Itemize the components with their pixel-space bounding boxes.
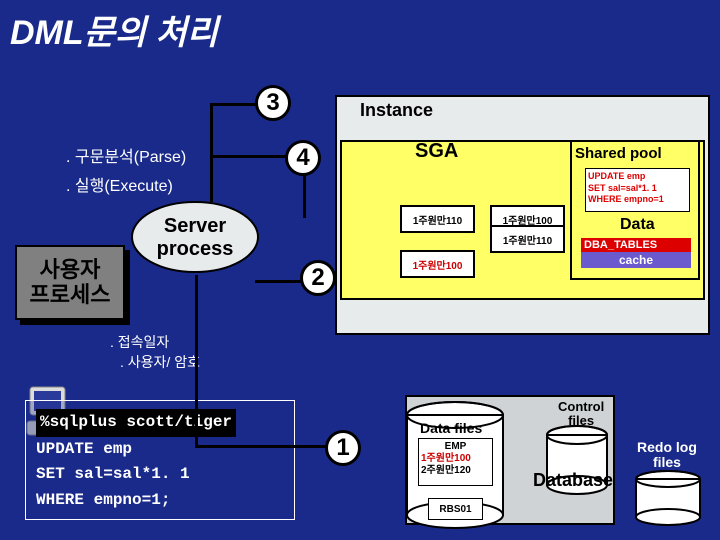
step-execute: . 실행(Execute) (66, 172, 173, 196)
database-label: Database (533, 470, 613, 491)
rbs-box: RBS01 (428, 498, 483, 520)
step-circle-2: 2 (300, 260, 336, 296)
sql-l1: %sqlplus scott/tiger (36, 409, 236, 437)
step-parse: . 구문분석(Parse) (66, 143, 186, 167)
sp-sql-l1: UPDATE emp (588, 171, 687, 183)
sql-l4: WHERE empno=1; (36, 491, 170, 509)
buffer-1: 1주원만110 (400, 205, 475, 233)
step-circle-3: 3 (255, 85, 291, 121)
sql-l2: UPDATE emp (36, 440, 132, 458)
emp-title: EMP (421, 441, 490, 453)
page-title: DML문의 처리 (10, 5, 218, 54)
user-process: 사용자 프로세스 (15, 245, 125, 320)
datafiles-label: Data files (420, 420, 482, 436)
user-process-label: 사용자 프로세스 (30, 258, 111, 306)
dba-tables-label: DBA_TABLES (581, 238, 691, 252)
redolog-cylinder-icon (634, 470, 704, 530)
sql-command-box: %sqlplus scott/tiger UPDATE emp SET sal=… (25, 400, 295, 520)
emp-row1: 1주원만100 (421, 453, 490, 465)
sga-label: SGA (415, 140, 458, 163)
step-circle-1: 1 (325, 430, 361, 466)
sp-sql-l2: SET sal=sal*1. 1 (588, 183, 687, 195)
controlfiles-label: Control files (558, 400, 604, 429)
sql-l3: SET sal=sal*1. 1 (36, 465, 190, 483)
step-circle-4: 4 (285, 140, 321, 176)
shared-pool-label: Shared pool (575, 145, 662, 162)
server-process-label: Server process (157, 215, 234, 261)
shared-pool-sql: UPDATE emp SET sal=sal*1. 1 WHERE empno=… (585, 168, 690, 212)
server-process: Server process (130, 200, 260, 275)
sp-sql-l3: WHERE empno=1 (588, 194, 687, 206)
connector-line (195, 275, 198, 445)
sub-connect-date: . 접속일자 (110, 332, 169, 352)
shared-pool-dict: DBA_TABLES cache (581, 237, 691, 269)
emp-table: EMP 1주원만100 2주원만120 (418, 438, 493, 486)
redolog-label: Redo log files (637, 440, 697, 471)
buffer-2: 1주원만100 (400, 250, 475, 278)
instance-label: Instance (360, 100, 433, 121)
buffer-4: 1주원만110 (490, 225, 565, 253)
connector-line (195, 445, 340, 448)
emp-row2: 2주원만120 (421, 465, 490, 477)
sub-user-pw: . 사용자/ 암호 (120, 352, 200, 372)
connector-line (210, 155, 213, 202)
cache-label: cache (581, 252, 691, 268)
data-label: Data (620, 216, 655, 234)
